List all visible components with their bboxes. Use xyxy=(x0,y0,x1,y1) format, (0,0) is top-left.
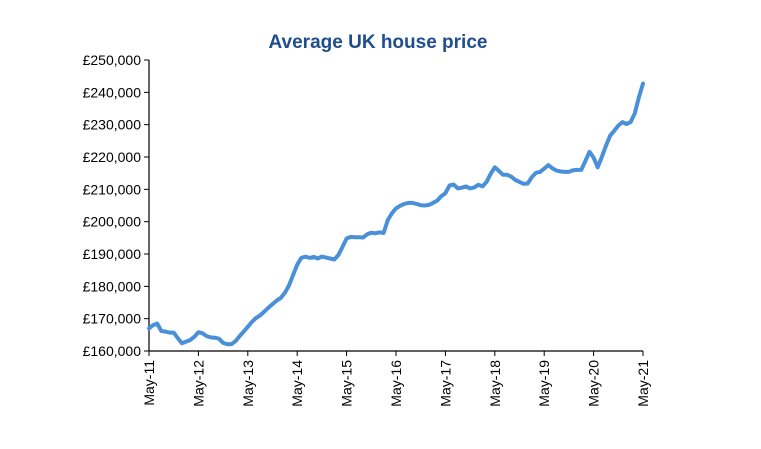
x-tick-label: May-17 xyxy=(437,360,453,407)
y-tick-label: £160,000 xyxy=(83,343,142,359)
x-tick-label: May-12 xyxy=(190,360,206,407)
y-tick-label: £180,000 xyxy=(83,278,142,294)
y-tick-label: £190,000 xyxy=(83,246,142,262)
y-tick-label: £210,000 xyxy=(83,181,142,197)
x-tick-label: May-20 xyxy=(586,360,602,407)
x-tick-label: May-13 xyxy=(240,360,256,407)
y-tick-label: £200,000 xyxy=(83,214,142,230)
x-tick-label: May-15 xyxy=(339,360,355,407)
y-tick-label: £220,000 xyxy=(83,149,142,165)
x-tick-label: May-11 xyxy=(141,360,157,406)
y-tick-label: £240,000 xyxy=(83,84,142,100)
x-tick-label: May-21 xyxy=(635,360,651,407)
series-layer xyxy=(147,81,645,347)
y-tick-label: £230,000 xyxy=(83,117,142,133)
x-tick-label: May-18 xyxy=(487,360,503,407)
x-axis: May-11 May-12 May-13 May-14 May-15 May-16 May-… xyxy=(141,350,651,407)
y-tick-label: £170,000 xyxy=(83,311,142,327)
x-tick-label: May-16 xyxy=(388,360,404,407)
chart-title: Average UK house price xyxy=(269,32,488,53)
x-tick-label: May-19 xyxy=(536,360,552,407)
y-axis: £160,000 £170,000 £180,000 £190,000 £200,000… xyxy=(83,52,150,359)
y-tick-label: £250,000 xyxy=(83,52,142,68)
series-line xyxy=(147,81,645,347)
x-tick-label: May-14 xyxy=(289,360,305,407)
